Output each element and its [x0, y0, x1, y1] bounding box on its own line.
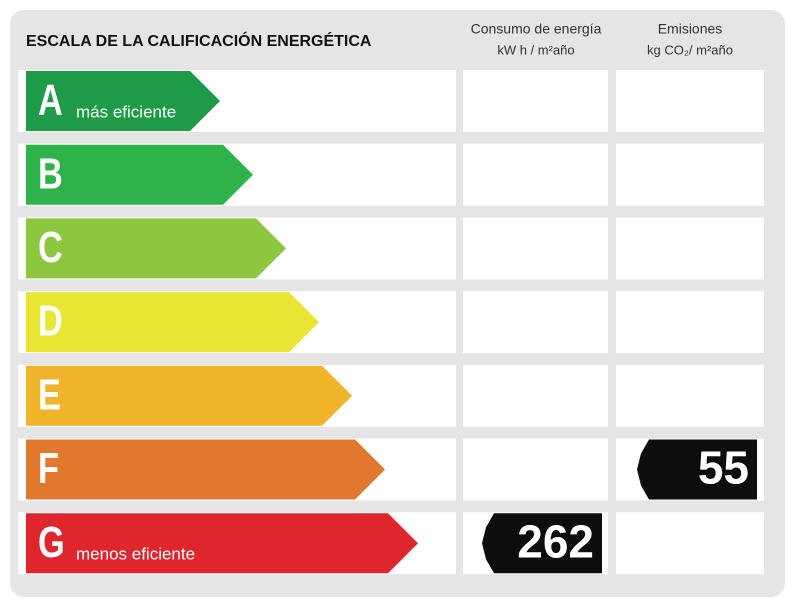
- emissions-cell: [616, 217, 764, 280]
- rating-arrow: [26, 365, 352, 426]
- emissions-cell: [616, 143, 764, 206]
- rating-arrow: [26, 218, 286, 279]
- emissions-cell: [616, 70, 764, 132]
- rating-letter: C: [38, 223, 63, 272]
- rating-arrow: [26, 144, 253, 205]
- value-text: 262: [517, 515, 594, 567]
- rating-caption: más eficiente: [76, 102, 176, 121]
- consumption-cell: [463, 217, 608, 280]
- consumption-cell: [463, 291, 608, 354]
- consumption-cell: [463, 438, 608, 501]
- label-title: ESCALA DE LA CALIFICACIÓN ENERGÉTICA: [26, 31, 372, 50]
- consumption-cell: [463, 364, 608, 427]
- value-text: 55: [698, 442, 749, 494]
- rating-letter: A: [38, 76, 63, 125]
- value-badge: [637, 439, 757, 500]
- emissions-cell: [616, 291, 764, 354]
- rating-caption: menos eficiente: [76, 545, 195, 564]
- value-badge: [482, 513, 602, 574]
- rating-arrow: [26, 71, 220, 131]
- rating-arrow: [26, 439, 385, 500]
- rating-letter: B: [38, 149, 63, 198]
- rating-letter: E: [38, 370, 61, 419]
- consumption-cell: [463, 143, 608, 206]
- column-unit: kW h / m²año: [497, 42, 574, 57]
- emissions-cell: [616, 512, 764, 575]
- rating-arrow: [26, 292, 319, 353]
- column-unit: kg CO₂/ m²año: [647, 42, 733, 57]
- rating-letter: F: [38, 444, 59, 493]
- rating-letter: D: [38, 297, 63, 346]
- column-heading: Emisiones: [658, 21, 723, 37]
- column-heading: Consumo de energía: [471, 21, 602, 37]
- rating-letter: G: [38, 518, 65, 567]
- consumption-cell: [463, 70, 608, 132]
- emissions-cell: [616, 364, 764, 427]
- rating-arrow: [26, 513, 418, 574]
